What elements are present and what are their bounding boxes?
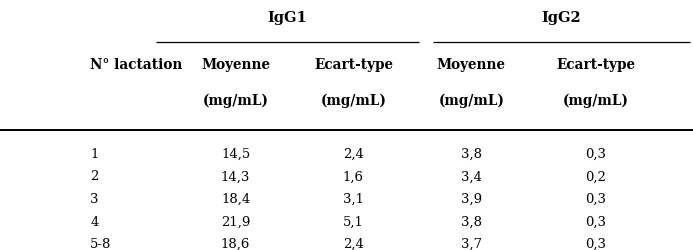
Text: 18,6: 18,6 <box>221 237 250 250</box>
Text: 14,3: 14,3 <box>221 170 250 183</box>
Text: 3,8: 3,8 <box>461 215 482 228</box>
Text: 3,4: 3,4 <box>461 170 482 183</box>
Text: 5-8: 5-8 <box>90 237 112 250</box>
Text: IgG2: IgG2 <box>541 10 581 24</box>
Text: 14,5: 14,5 <box>221 147 250 160</box>
Text: 21,9: 21,9 <box>221 215 250 228</box>
Text: 4: 4 <box>90 215 98 228</box>
Text: Moyenne: Moyenne <box>201 58 270 72</box>
Text: 3,1: 3,1 <box>343 192 364 205</box>
Text: 18,4: 18,4 <box>221 192 250 205</box>
Text: 0,3: 0,3 <box>586 147 606 160</box>
Text: 0,2: 0,2 <box>586 170 606 183</box>
Text: 1: 1 <box>90 147 98 160</box>
Text: Ecart-type: Ecart-type <box>556 58 635 72</box>
Text: (mg/mL): (mg/mL) <box>438 93 505 107</box>
Text: IgG1: IgG1 <box>267 10 308 24</box>
Text: 3,8: 3,8 <box>461 147 482 160</box>
Text: 0,3: 0,3 <box>586 192 606 205</box>
Text: 2,4: 2,4 <box>343 237 364 250</box>
Text: 0,3: 0,3 <box>586 215 606 228</box>
Text: (mg/mL): (mg/mL) <box>202 93 269 107</box>
Text: 3,7: 3,7 <box>461 237 482 250</box>
Text: 2: 2 <box>90 170 98 183</box>
Text: N° lactation: N° lactation <box>90 58 182 72</box>
Text: 3: 3 <box>90 192 98 205</box>
Text: (mg/mL): (mg/mL) <box>563 93 629 107</box>
Text: Ecart-type: Ecart-type <box>314 58 393 72</box>
Text: 2,4: 2,4 <box>343 147 364 160</box>
Text: 0,3: 0,3 <box>586 237 606 250</box>
Text: 3,9: 3,9 <box>461 192 482 205</box>
Text: (mg/mL): (mg/mL) <box>320 93 387 107</box>
Text: 5,1: 5,1 <box>343 215 364 228</box>
Text: Moyenne: Moyenne <box>437 58 506 72</box>
Text: 1,6: 1,6 <box>343 170 364 183</box>
